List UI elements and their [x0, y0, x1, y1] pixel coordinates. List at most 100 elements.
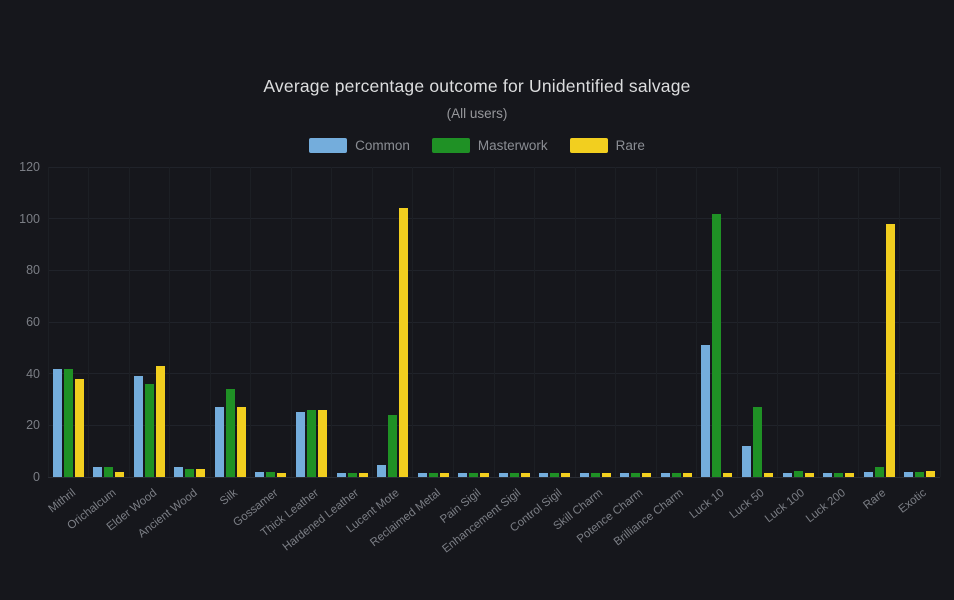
bar-common-brilliance-charm[interactable]	[660, 473, 670, 477]
bar-group-pain-sigil	[453, 473, 494, 477]
bar-rare-lucent-mote[interactable]	[399, 208, 409, 477]
bar-common-hardened-leather[interactable]	[336, 473, 346, 477]
bar-rare-luck-200[interactable]	[845, 473, 855, 477]
gridline	[169, 167, 171, 477]
gridline	[88, 167, 90, 477]
bar-rare-pain-sigil[interactable]	[480, 473, 490, 477]
legend-item-rare[interactable]: Rare	[569, 138, 645, 153]
bar-rare-silk[interactable]	[236, 407, 246, 477]
gridline	[858, 167, 860, 477]
bar-masterwork-pain-sigil[interactable]	[469, 473, 479, 477]
bar-masterwork-luck-200[interactable]	[834, 473, 844, 477]
bar-common-exotic[interactable]	[904, 471, 914, 477]
bar-masterwork-hardened-leather[interactable]	[347, 473, 357, 477]
bar-group-luck-50	[737, 407, 778, 477]
bar-masterwork-enhancement-sigil[interactable]	[509, 473, 519, 477]
bar-rare-elder-wood[interactable]	[155, 365, 165, 477]
bar-rare-exotic[interactable]	[926, 470, 936, 477]
gridline	[939, 167, 941, 477]
gridline	[47, 167, 49, 477]
bar-common-mithril[interactable]	[52, 368, 62, 477]
bar-masterwork-skill-charm[interactable]	[590, 473, 600, 477]
bar-masterwork-potence-charm[interactable]	[631, 473, 641, 477]
bar-masterwork-luck-10[interactable]	[712, 213, 722, 477]
bar-common-luck-50[interactable]	[742, 446, 752, 477]
bar-rare-gossamer[interactable]	[277, 473, 287, 477]
bar-rare-ancient-wood[interactable]	[196, 469, 206, 477]
bar-rare-control-sigil[interactable]	[561, 473, 571, 477]
bar-masterwork-elder-wood[interactable]	[144, 384, 154, 477]
bar-rare-brilliance-charm[interactable]	[682, 473, 692, 477]
legend-item-common[interactable]: Common	[309, 138, 410, 153]
bar-group-luck-100	[778, 470, 819, 477]
bar-rare-potence-charm[interactable]	[642, 473, 652, 477]
y-axis-tick-label: 20	[26, 418, 40, 433]
bar-masterwork-ancient-wood[interactable]	[185, 469, 195, 477]
bar-common-rare[interactable]	[863, 471, 873, 477]
bar-group-potence-charm	[616, 473, 657, 477]
bar-common-reclaimed-metal[interactable]	[417, 473, 427, 477]
y-axis-tick-label: 120	[19, 160, 40, 174]
bar-common-silk[interactable]	[214, 407, 224, 477]
bar-group-enhancement-sigil	[494, 473, 535, 477]
bar-common-potence-charm[interactable]	[620, 473, 630, 477]
x-axis-label: Silk	[217, 487, 240, 508]
gridline	[615, 167, 617, 477]
bar-common-elder-wood[interactable]	[133, 376, 143, 477]
y-axis-tick-label: 100	[19, 211, 40, 226]
bar-masterwork-reclaimed-metal[interactable]	[428, 473, 438, 477]
bar-masterwork-exotic[interactable]	[915, 471, 925, 477]
bar-rare-rare[interactable]	[885, 223, 895, 477]
bar-masterwork-luck-100[interactable]	[793, 470, 803, 477]
bar-common-luck-100[interactable]	[782, 473, 792, 477]
bar-rare-luck-100[interactable]	[804, 473, 814, 477]
x-axis-label: Rare	[861, 487, 889, 512]
bar-rare-luck-50[interactable]	[764, 473, 774, 477]
bar-rare-luck-10[interactable]	[723, 473, 733, 477]
y-axis-tick-label: 60	[26, 315, 40, 329]
gridline	[290, 167, 292, 477]
bar-masterwork-silk[interactable]	[225, 389, 235, 477]
bar-common-thick-leather[interactable]	[296, 412, 306, 477]
bar-masterwork-control-sigil[interactable]	[550, 473, 560, 477]
x-axis-label: Hardened Leather	[281, 487, 362, 554]
bar-rare-reclaimed-metal[interactable]	[439, 473, 449, 477]
bar-rare-mithril[interactable]	[74, 378, 84, 477]
bar-masterwork-thick-leather[interactable]	[307, 409, 317, 477]
bar-masterwork-brilliance-charm[interactable]	[671, 473, 681, 477]
bar-common-luck-200[interactable]	[823, 473, 833, 477]
bar-group-orichalcum	[89, 466, 130, 477]
bar-masterwork-mithril[interactable]	[63, 368, 73, 477]
gridline	[493, 167, 495, 477]
bar-masterwork-rare[interactable]	[874, 466, 884, 477]
legend-item-masterwork[interactable]: Masterwork	[431, 138, 548, 153]
bar-rare-thick-leather[interactable]	[318, 409, 328, 477]
bar-common-luck-10[interactable]	[701, 345, 711, 477]
x-axis-label: Mithril	[46, 487, 78, 516]
bar-common-enhancement-sigil[interactable]	[498, 473, 508, 477]
bar-common-control-sigil[interactable]	[539, 473, 549, 477]
bar-common-gossamer[interactable]	[255, 471, 265, 477]
bar-common-pain-sigil[interactable]	[458, 473, 468, 477]
bar-masterwork-orichalcum[interactable]	[104, 466, 114, 477]
bar-group-ancient-wood	[170, 466, 211, 477]
bar-masterwork-lucent-mote[interactable]	[388, 415, 398, 477]
bar-group-brilliance-charm	[656, 473, 697, 477]
gridline	[898, 167, 900, 477]
gridline	[331, 167, 333, 477]
bar-group-thick-leather	[291, 409, 332, 477]
bar-masterwork-luck-50[interactable]	[753, 407, 763, 477]
bar-common-ancient-wood[interactable]	[174, 466, 184, 477]
bar-rare-hardened-leather[interactable]	[358, 473, 368, 477]
bar-common-skill-charm[interactable]	[579, 473, 589, 477]
x-axis-label: Reclaimed Metal	[367, 487, 443, 550]
bar-masterwork-gossamer[interactable]	[266, 471, 276, 477]
bar-rare-skill-charm[interactable]	[601, 473, 611, 477]
bar-common-lucent-mote[interactable]	[377, 465, 387, 477]
gridline	[452, 167, 454, 477]
bar-rare-enhancement-sigil[interactable]	[520, 473, 530, 477]
bar-common-orichalcum[interactable]	[93, 466, 103, 477]
legend-label: Common	[355, 138, 410, 153]
bar-rare-orichalcum[interactable]	[115, 471, 125, 477]
rare-swatch-icon	[569, 138, 608, 153]
